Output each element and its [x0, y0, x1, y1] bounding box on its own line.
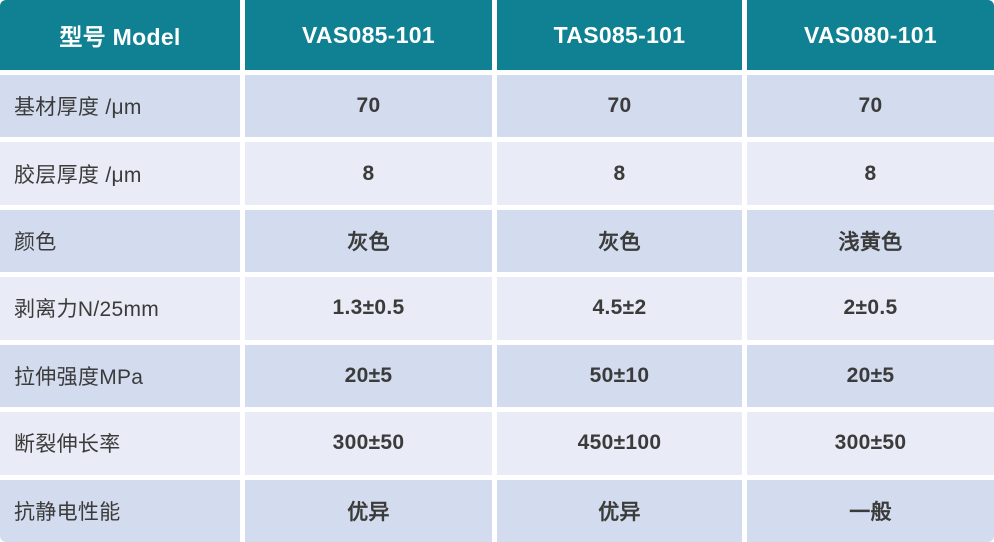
value-cell: 70 [497, 75, 742, 138]
value-cell: 450±100 [497, 412, 742, 475]
row-label-peel-strength: 剥离力N/25mm [0, 277, 240, 340]
value-cell: 70 [747, 75, 994, 138]
header-cell-vas080-101: VAS080-101 [747, 0, 994, 70]
value-cell: 灰色 [245, 209, 492, 273]
value-cell: 70 [245, 75, 492, 138]
row-label-substrate-thickness: 基材厚度 /μm [0, 75, 240, 138]
value-cell: 优异 [497, 479, 742, 542]
value-cell: 50±10 [497, 344, 742, 408]
value-cell: 1.3±0.5 [245, 277, 492, 340]
row-label-antistatic-performance: 抗静电性能 [0, 479, 240, 542]
header-cell-vas085-101: VAS085-101 [245, 0, 492, 70]
value-cell: 优异 [245, 479, 492, 542]
value-cell: 20±5 [245, 344, 492, 408]
row-label-color: 颜色 [0, 209, 240, 273]
value-cell: 8 [245, 142, 492, 205]
value-cell: 灰色 [497, 209, 742, 273]
row-label-tensile-strength: 拉伸强度MPa [0, 344, 240, 408]
value-cell: 300±50 [747, 412, 994, 475]
value-cell: 20±5 [747, 344, 994, 408]
value-cell: 一般 [747, 479, 994, 542]
value-cell: 4.5±2 [497, 277, 742, 340]
value-cell: 浅黄色 [747, 209, 994, 273]
value-cell: 8 [497, 142, 742, 205]
value-cell: 2±0.5 [747, 277, 994, 340]
value-cell: 8 [747, 142, 994, 205]
header-cell-tas085-101: TAS085-101 [497, 0, 742, 70]
header-cell-model: 型号 Model [0, 0, 240, 70]
row-label-adhesive-thickness: 胶层厚度 /μm [0, 142, 240, 205]
row-label-elongation-at-break: 断裂伸长率 [0, 412, 240, 475]
value-cell: 300±50 [245, 412, 492, 475]
